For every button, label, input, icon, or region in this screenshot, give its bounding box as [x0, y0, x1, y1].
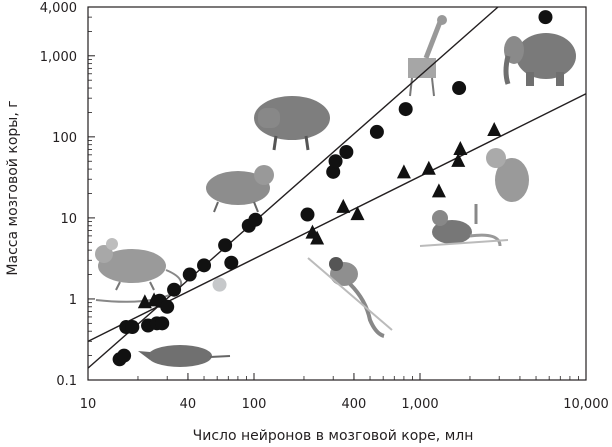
circle-point	[326, 164, 341, 179]
y-tick-label: 1,000	[40, 50, 77, 65]
circle-point	[160, 299, 175, 314]
triangle-point	[350, 206, 365, 221]
circle-point	[452, 81, 467, 96]
x-axis: 10 40 100 400 1,000 10,000	[80, 373, 609, 412]
circle-point	[155, 316, 170, 331]
y-tick-label: 100	[52, 131, 77, 146]
triangle-point	[487, 122, 502, 137]
y-tick-label: 1	[69, 293, 77, 308]
x-axis-title: Число нейронов в мозговой коре, млн	[193, 428, 474, 444]
gray-circle-point	[212, 277, 227, 292]
x-tick-label: 40	[180, 397, 197, 412]
owl-monkey-illustration	[419, 210, 509, 247]
y-axis-title: Масса мозговой коры, г	[5, 100, 21, 275]
x-tick-label: 100	[242, 397, 267, 412]
giraffe-illustration	[408, 15, 447, 97]
triangle-point	[431, 183, 446, 198]
triangle-point	[451, 152, 466, 167]
triangle-point	[453, 141, 468, 156]
circle-point	[328, 154, 343, 169]
capybara-illustration	[254, 96, 330, 151]
shrew-illustration	[138, 345, 231, 367]
circle-point	[125, 320, 140, 335]
agouti-illustration	[206, 165, 274, 213]
y-tick-label: 10	[60, 212, 77, 227]
triangle-point	[421, 160, 436, 175]
circle-point	[339, 145, 354, 160]
y-tick-label: 0.1	[56, 374, 77, 389]
y-tick-label: 4,000	[40, 1, 77, 16]
circle-point	[369, 124, 384, 139]
circle-point	[300, 207, 315, 222]
x-tick-label: 1,000	[401, 397, 438, 412]
macaque-illustration	[474, 148, 529, 224]
trend-line	[87, 6, 499, 369]
triangle-point	[310, 230, 325, 245]
y-axis: 0.1 1 10 100 1,000 4,000	[40, 1, 95, 389]
circle-point	[117, 348, 132, 363]
circle-point	[248, 212, 263, 227]
circle-point	[538, 10, 553, 25]
mouse-illustration	[95, 238, 183, 303]
x-tick-label: 10	[80, 397, 97, 412]
circle-point	[398, 102, 413, 117]
data-points	[112, 10, 553, 367]
circle-point	[167, 282, 182, 297]
x-tick-label: 10,000	[563, 397, 609, 412]
x-tick-label: 400	[342, 397, 367, 412]
circle-point	[197, 258, 212, 273]
elephant-illustration	[503, 33, 576, 86]
triangle-point	[147, 292, 162, 307]
circle-point	[218, 238, 233, 253]
trend-lines	[87, 6, 587, 369]
trend-line	[87, 93, 587, 342]
circle-point	[224, 255, 239, 270]
circle-point	[182, 267, 197, 282]
triangle-point	[396, 164, 411, 179]
marmoset-illustration	[307, 257, 393, 338]
triangle-point	[336, 198, 351, 213]
